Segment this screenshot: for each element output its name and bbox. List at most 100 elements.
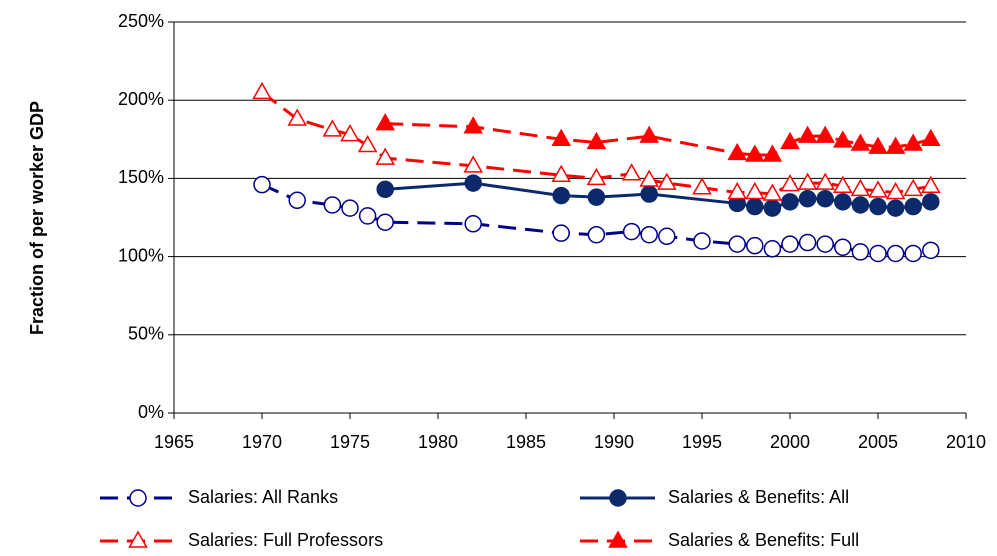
data-point: [904, 197, 922, 216]
data-point: [253, 175, 271, 194]
data-point: [798, 189, 817, 208]
data-point: [375, 113, 395, 131]
data-point: [851, 243, 870, 261]
data-point: [868, 180, 888, 198]
legend-label: Salaries & Benefits: All: [668, 487, 849, 507]
data-point: [762, 144, 783, 162]
data-point: [692, 177, 712, 195]
data-point: [376, 213, 394, 231]
data-point: [727, 181, 747, 200]
data-point: [622, 222, 641, 241]
data-point: [463, 116, 483, 134]
legend-marker: [129, 489, 147, 507]
data-point: [657, 172, 677, 190]
data-point: [727, 142, 747, 161]
data-point: [322, 119, 343, 137]
data-point: [780, 131, 800, 150]
legend-marker: [608, 530, 628, 548]
x-tick-label: 2010: [946, 432, 986, 452]
y-tick-label: 200%: [118, 89, 164, 109]
data-point: [922, 241, 940, 260]
data-point: [869, 244, 887, 263]
data-point: [885, 181, 906, 200]
data-point: [869, 197, 887, 216]
data-point: [833, 175, 853, 193]
y-tick-label: 250%: [118, 11, 164, 31]
y-axis-title: Fraction of per worker GDP: [27, 101, 47, 335]
data-point: [728, 235, 746, 253]
data-point: [639, 125, 659, 143]
legend-label: Salaries: All Ranks: [188, 487, 338, 507]
data-point: [375, 147, 395, 165]
legend-marker: [128, 530, 148, 548]
y-tick-label: 150%: [118, 167, 164, 187]
data-point: [850, 133, 871, 151]
data-point: [464, 215, 482, 233]
data-point: [850, 178, 871, 197]
data-point: [621, 163, 642, 181]
data-point: [252, 81, 272, 100]
legend-marker: [609, 489, 627, 507]
x-tick-label: 1970: [242, 432, 282, 452]
data-point: [868, 136, 888, 154]
data-point: [551, 164, 571, 183]
data-point: [903, 178, 923, 197]
data-point: [639, 169, 659, 187]
data-point: [288, 191, 306, 210]
data-point: [763, 240, 782, 258]
data-point: [797, 172, 818, 190]
data-point: [640, 225, 658, 244]
data-point: [815, 125, 835, 143]
data-point: [745, 181, 765, 200]
data-point: [376, 180, 394, 199]
data-point: [886, 244, 905, 263]
x-tick-label: 1995: [682, 432, 722, 452]
data-point: [323, 196, 342, 214]
y-tick-label: 100%: [118, 245, 164, 265]
y-tick-label: 0%: [138, 402, 164, 422]
x-tick-label: 1990: [594, 432, 634, 452]
data-point: [586, 131, 607, 150]
data-point: [780, 174, 800, 192]
x-tick-label: 2005: [858, 432, 898, 452]
data-point: [746, 236, 764, 255]
data-point: [921, 175, 941, 193]
data-point: [587, 188, 606, 206]
data-point: [746, 197, 764, 216]
data-point: [658, 227, 676, 246]
x-tick-label: 2000: [770, 432, 810, 452]
data-point: [886, 199, 905, 217]
legend-label: Salaries: Full Professors: [188, 530, 383, 550]
data-point: [922, 193, 940, 211]
data-point: [357, 135, 378, 153]
data-point: [763, 199, 782, 217]
data-point: [586, 167, 607, 186]
data-point: [341, 199, 359, 217]
y-tick-label: 50%: [128, 324, 164, 344]
data-point: [834, 193, 852, 211]
data-point: [464, 174, 482, 192]
data-point: [903, 133, 923, 151]
data-point: [781, 235, 799, 253]
data-point: [552, 224, 570, 242]
legend-label: Salaries & Benefits: Full: [668, 530, 859, 550]
data-point: [287, 108, 307, 126]
data-point: [904, 244, 922, 263]
data-point: [781, 193, 799, 211]
data-point: [815, 172, 835, 190]
data-point: [745, 144, 765, 162]
data-point: [551, 128, 571, 147]
data-point: [552, 186, 570, 205]
data-point: [587, 225, 606, 244]
data-point: [640, 185, 658, 203]
data-point: [834, 238, 852, 256]
data-point: [797, 125, 818, 143]
data-point: [762, 183, 783, 201]
data-point: [833, 130, 853, 148]
data-point: [921, 128, 941, 147]
data-point: [816, 189, 834, 208]
x-tick-label: 1980: [418, 432, 458, 452]
data-point: [798, 233, 817, 252]
data-point: [358, 207, 377, 225]
